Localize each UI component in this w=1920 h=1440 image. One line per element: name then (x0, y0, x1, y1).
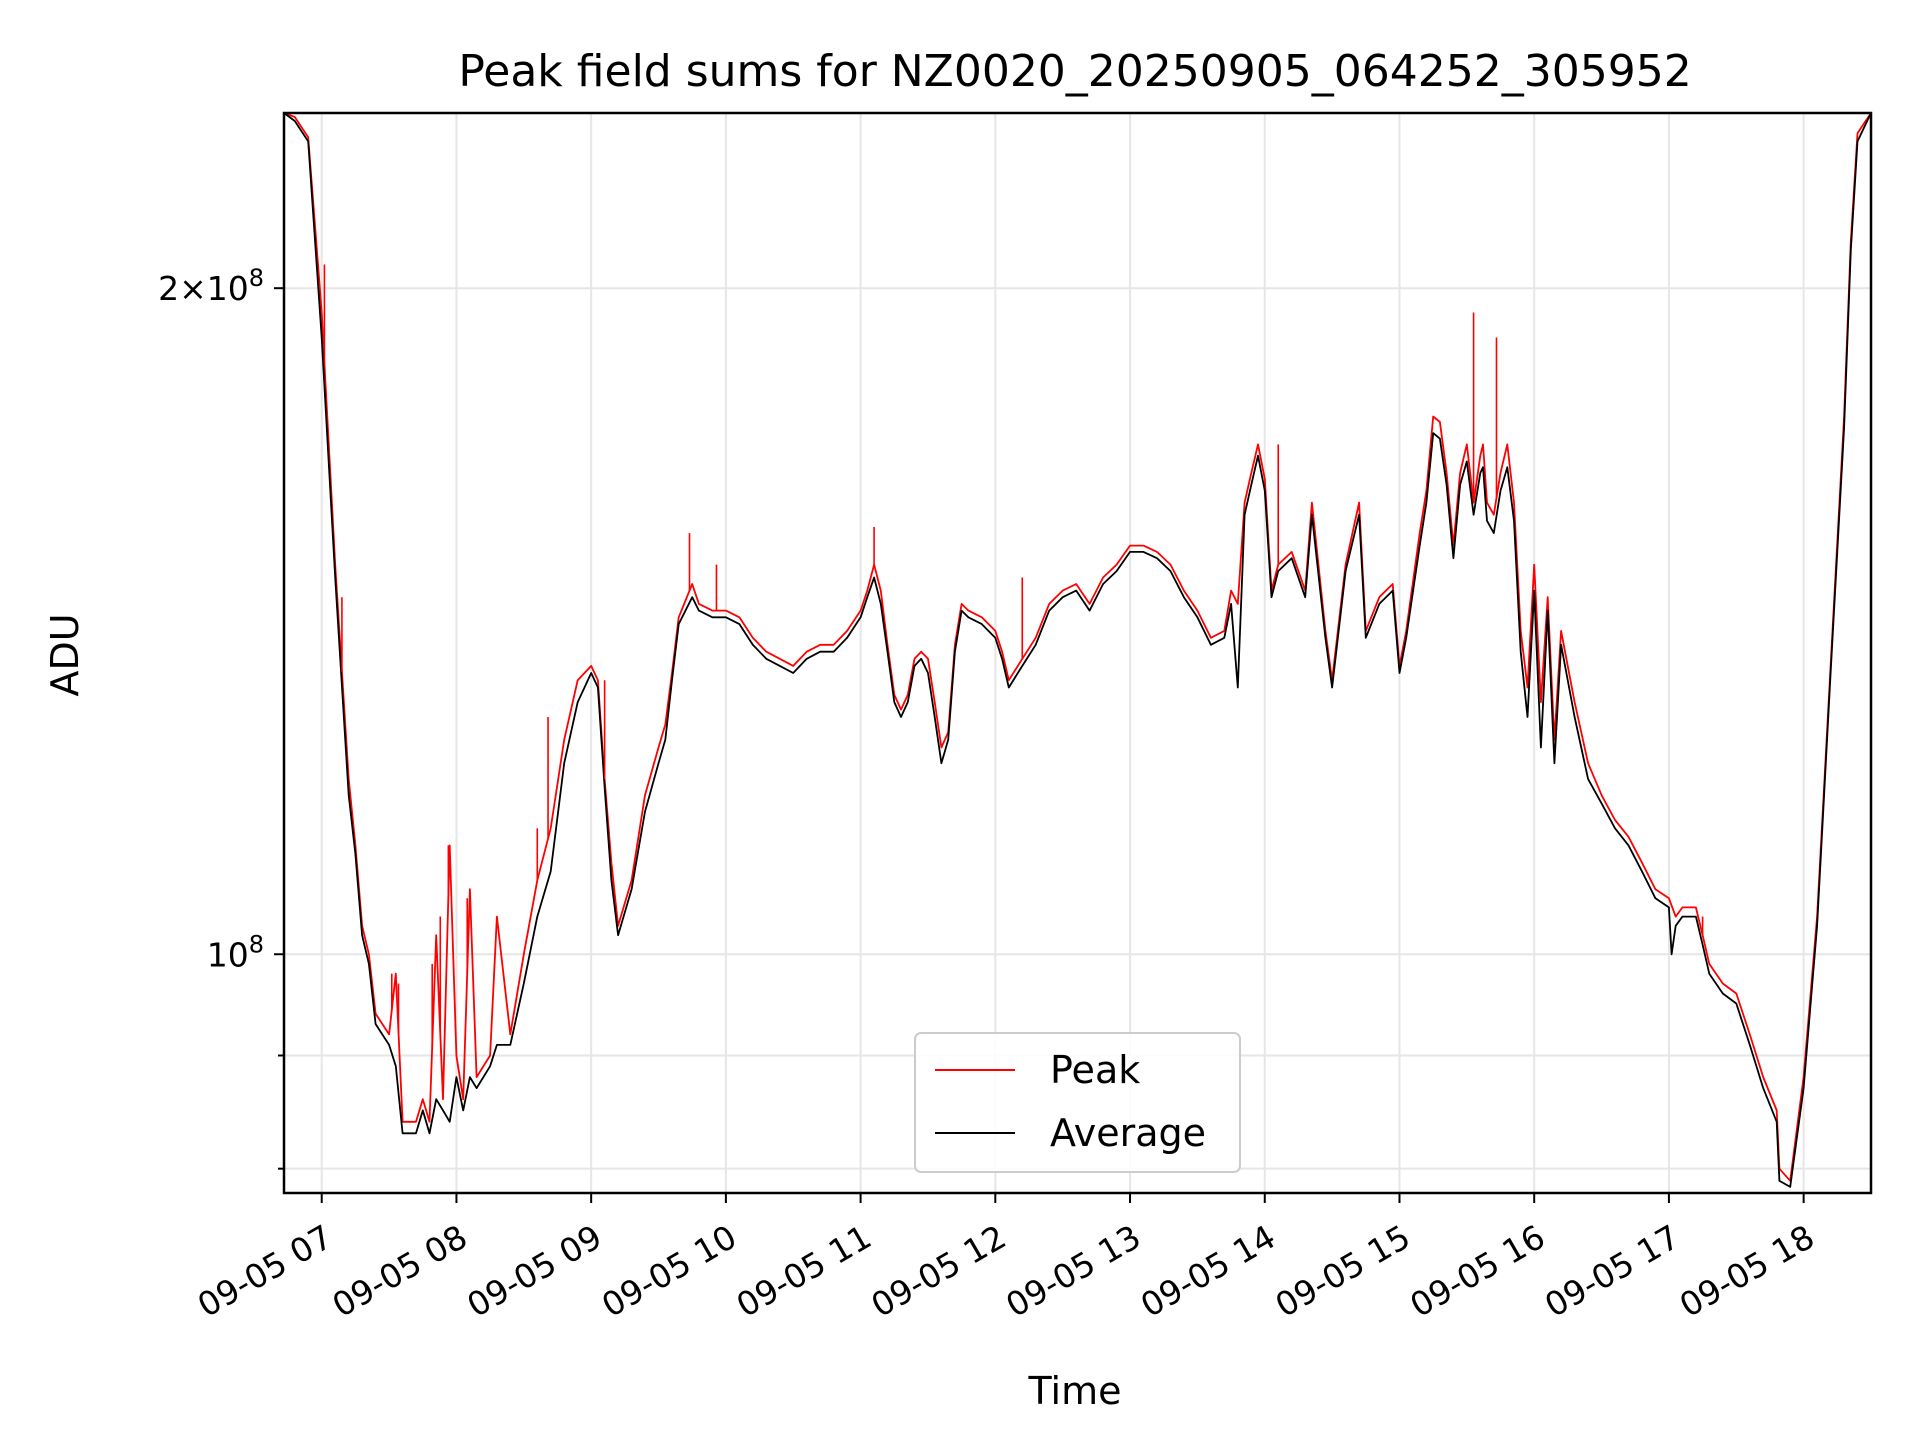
legend-label-peak: Peak (1050, 1048, 1140, 1092)
legend-label-average: Average (1050, 1111, 1206, 1155)
plot-series (283, 112, 1872, 1188)
legend-box (914, 1032, 1241, 1173)
y-axis-label: ADU (43, 613, 87, 696)
plot-frame (282, 111, 1873, 1195)
x-axis-label: Time (1028, 1369, 1122, 1413)
series-line-average (283, 112, 1872, 1188)
chart-title: Peak field sums for NZ0020_20250905_0642… (458, 46, 1691, 97)
y-tick-label: 108 (207, 930, 264, 974)
y-tick-label: 2×108 (158, 264, 264, 308)
grid (284, 113, 1871, 1193)
series-line-peak (283, 112, 1872, 1182)
legend: Peak Average (914, 1032, 1241, 1173)
y-axis-ticks: 108 2×108 (158, 264, 284, 1170)
